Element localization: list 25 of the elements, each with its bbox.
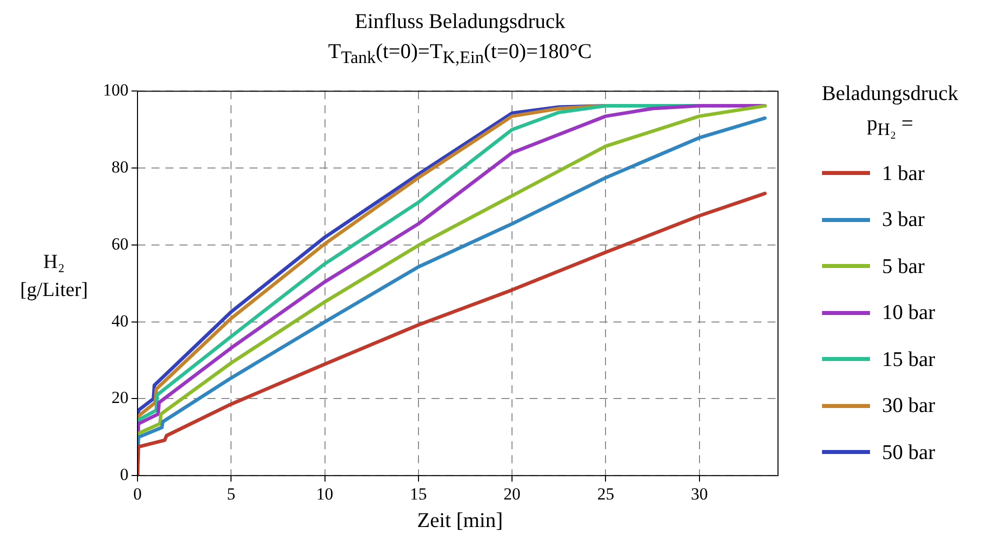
x-tick-label: 0 <box>133 484 142 504</box>
y-tick-label: 40 <box>112 311 128 330</box>
legend-label: 15 bar <box>882 346 936 372</box>
y-tick-label: 0 <box>120 465 128 484</box>
x-tick-label: 15 <box>410 484 427 504</box>
y-axis-title: H₂ [g/Liter] <box>19 250 89 303</box>
x-tick-label: 10 <box>316 484 334 504</box>
x-tick-label: 20 <box>504 484 521 504</box>
legend-label: 3 bar <box>882 207 925 232</box>
y-tick-label: 100 <box>103 80 128 100</box>
y-tick-label: 60 <box>112 234 128 254</box>
x-tick-label: 5 <box>226 484 236 504</box>
legend-label: 50 bar <box>882 440 936 465</box>
legend-label: 1 bar <box>882 160 925 186</box>
legend-label: 30 bar <box>882 393 936 418</box>
y-tick-label: 20 <box>112 388 128 408</box>
x-tick-label: 30 <box>690 484 708 504</box>
legend-title: Beladungsdruck p$_{H₂}$ = <box>820 80 960 142</box>
legend-label: 5 bar <box>882 254 925 279</box>
y-tick-label: 80 <box>112 158 128 177</box>
x-tick-label: 25 <box>597 484 614 504</box>
x-axis-title: Zeit [min] <box>416 508 504 533</box>
legend-label: 10 bar <box>882 300 936 326</box>
chart-title: Einfluss Beladungsdruck <box>354 8 566 35</box>
chart-subtitle: T$_{Tank}$(t=0)=T$_{K,Ein}$(t=0)=180°C <box>327 38 593 70</box>
